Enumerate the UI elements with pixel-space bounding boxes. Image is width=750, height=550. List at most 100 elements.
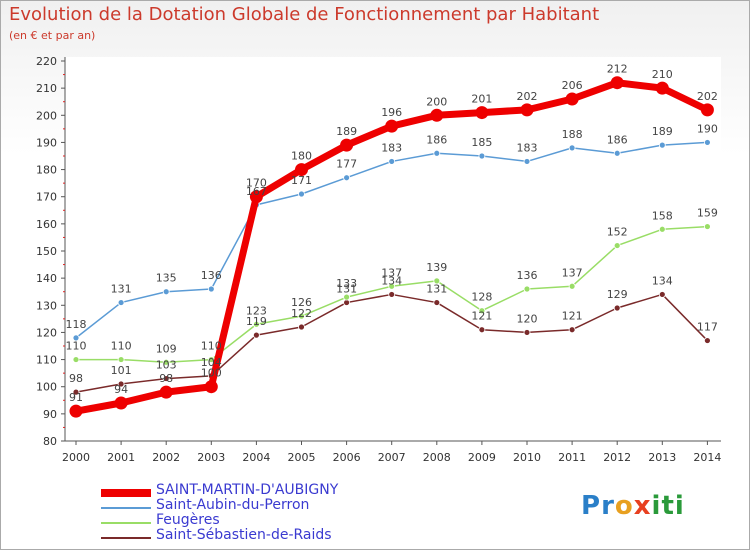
legend-swatch <box>101 522 151 524</box>
x-tick-label: 2008 <box>423 451 451 464</box>
data-label: 110 <box>66 340 87 353</box>
data-point <box>478 307 486 315</box>
x-tick-label: 2004 <box>242 451 270 464</box>
data-point <box>610 76 624 90</box>
legend-item: Saint-Sébastien-de-Raids <box>101 527 401 545</box>
y-tick-label: 220 <box>36 55 57 68</box>
data-label: 110 <box>201 340 222 353</box>
legend-label: Feugères <box>156 512 220 528</box>
legend-item: Saint-Aubin-du-Perron <box>101 497 401 515</box>
data-label: 101 <box>111 364 132 377</box>
data-point <box>295 163 308 177</box>
data-label: 171 <box>291 174 312 187</box>
data-point <box>520 103 534 117</box>
data-label: 183 <box>517 141 538 154</box>
data-label: 200 <box>426 95 447 108</box>
legend-label: Saint-Aubin-du-Perron <box>156 497 310 513</box>
data-label: 188 <box>562 128 583 141</box>
data-point <box>478 326 486 334</box>
data-point <box>162 375 170 382</box>
data-point <box>72 356 80 363</box>
data-point <box>388 158 396 165</box>
data-label: 134 <box>381 274 402 287</box>
y-tick-label: 190 <box>36 136 57 149</box>
data-label: 180 <box>291 150 312 163</box>
y-tick-label: 180 <box>36 164 57 177</box>
data-point <box>117 380 125 388</box>
data-point <box>385 119 399 133</box>
data-point <box>343 293 351 301</box>
y-tick-label: 150 <box>36 245 57 258</box>
data-point <box>298 190 305 198</box>
data-point <box>704 139 711 146</box>
data-label: 104 <box>201 356 222 369</box>
data-point <box>613 242 621 249</box>
logo-letter: o <box>614 491 634 521</box>
y-tick-label: 210 <box>36 82 57 95</box>
data-point <box>475 106 489 120</box>
data-point <box>388 291 396 298</box>
legend-swatch <box>101 507 151 509</box>
data-point <box>433 149 441 157</box>
x-tick-label: 2014 <box>693 451 721 464</box>
legend-swatch <box>101 489 151 497</box>
data-point <box>523 285 531 293</box>
data-point <box>252 320 260 328</box>
data-point <box>658 291 666 298</box>
data-label: 126 <box>291 296 312 309</box>
data-label: 210 <box>652 68 673 81</box>
x-tick-label: 2001 <box>107 451 135 464</box>
x-tick-label: 2006 <box>333 451 361 464</box>
legend: SAINT-MARTIN-D'AUBIGNY Saint-Aubin-du-Per… <box>101 482 401 545</box>
logo-letter: t <box>661 491 675 521</box>
legend-label: Saint-Sébastien-de-Raids <box>156 527 332 543</box>
data-label: 121 <box>562 310 583 323</box>
data-label: 201 <box>471 93 492 106</box>
legend-swatch <box>101 537 151 539</box>
data-label: 189 <box>336 125 357 138</box>
data-point <box>72 334 80 342</box>
data-label: 185 <box>471 136 492 149</box>
legend-label: SAINT-MARTIN-D'AUBIGNY <box>156 482 339 498</box>
data-label: 134 <box>652 274 673 287</box>
y-tick-label: 130 <box>36 299 57 312</box>
data-label: 137 <box>562 266 583 279</box>
data-label: 98 <box>159 372 173 385</box>
data-label: 128 <box>471 291 492 304</box>
data-label: 110 <box>111 340 132 353</box>
data-point <box>523 158 531 165</box>
data-label: 212 <box>607 63 628 76</box>
x-tick-label: 2005 <box>288 451 316 464</box>
data-label: 206 <box>562 79 583 92</box>
data-label: 136 <box>201 269 222 282</box>
data-label: 202 <box>517 90 538 103</box>
data-point <box>204 380 218 394</box>
data-point <box>162 358 170 366</box>
data-label: 118 <box>66 318 87 331</box>
data-label: 109 <box>156 342 177 355</box>
data-point <box>478 152 486 160</box>
data-label: 159 <box>697 207 718 220</box>
legend-item: SAINT-MARTIN-D'AUBIGNY <box>101 482 401 500</box>
data-label: 117 <box>697 321 718 334</box>
data-label: 131 <box>426 283 447 296</box>
data-label: 103 <box>156 359 177 372</box>
data-label: 167 <box>246 185 267 198</box>
data-label: 94 <box>114 383 128 396</box>
data-point <box>114 396 128 410</box>
data-label: 119 <box>246 315 267 328</box>
logo-letter: P <box>581 491 602 521</box>
legend-item: Feugères <box>101 512 401 530</box>
data-label: 136 <box>517 269 538 282</box>
data-point <box>162 288 170 296</box>
data-label: 183 <box>381 141 402 154</box>
data-label: 190 <box>697 122 718 135</box>
data-point <box>568 282 576 290</box>
chart-title: Evolution de la Dotation Globale de Fonc… <box>9 4 600 25</box>
data-point <box>655 81 669 95</box>
data-point <box>207 285 215 293</box>
data-label: 135 <box>156 272 177 285</box>
proxiti-logo: Proxiti <box>581 491 685 521</box>
data-label: 122 <box>291 307 312 320</box>
